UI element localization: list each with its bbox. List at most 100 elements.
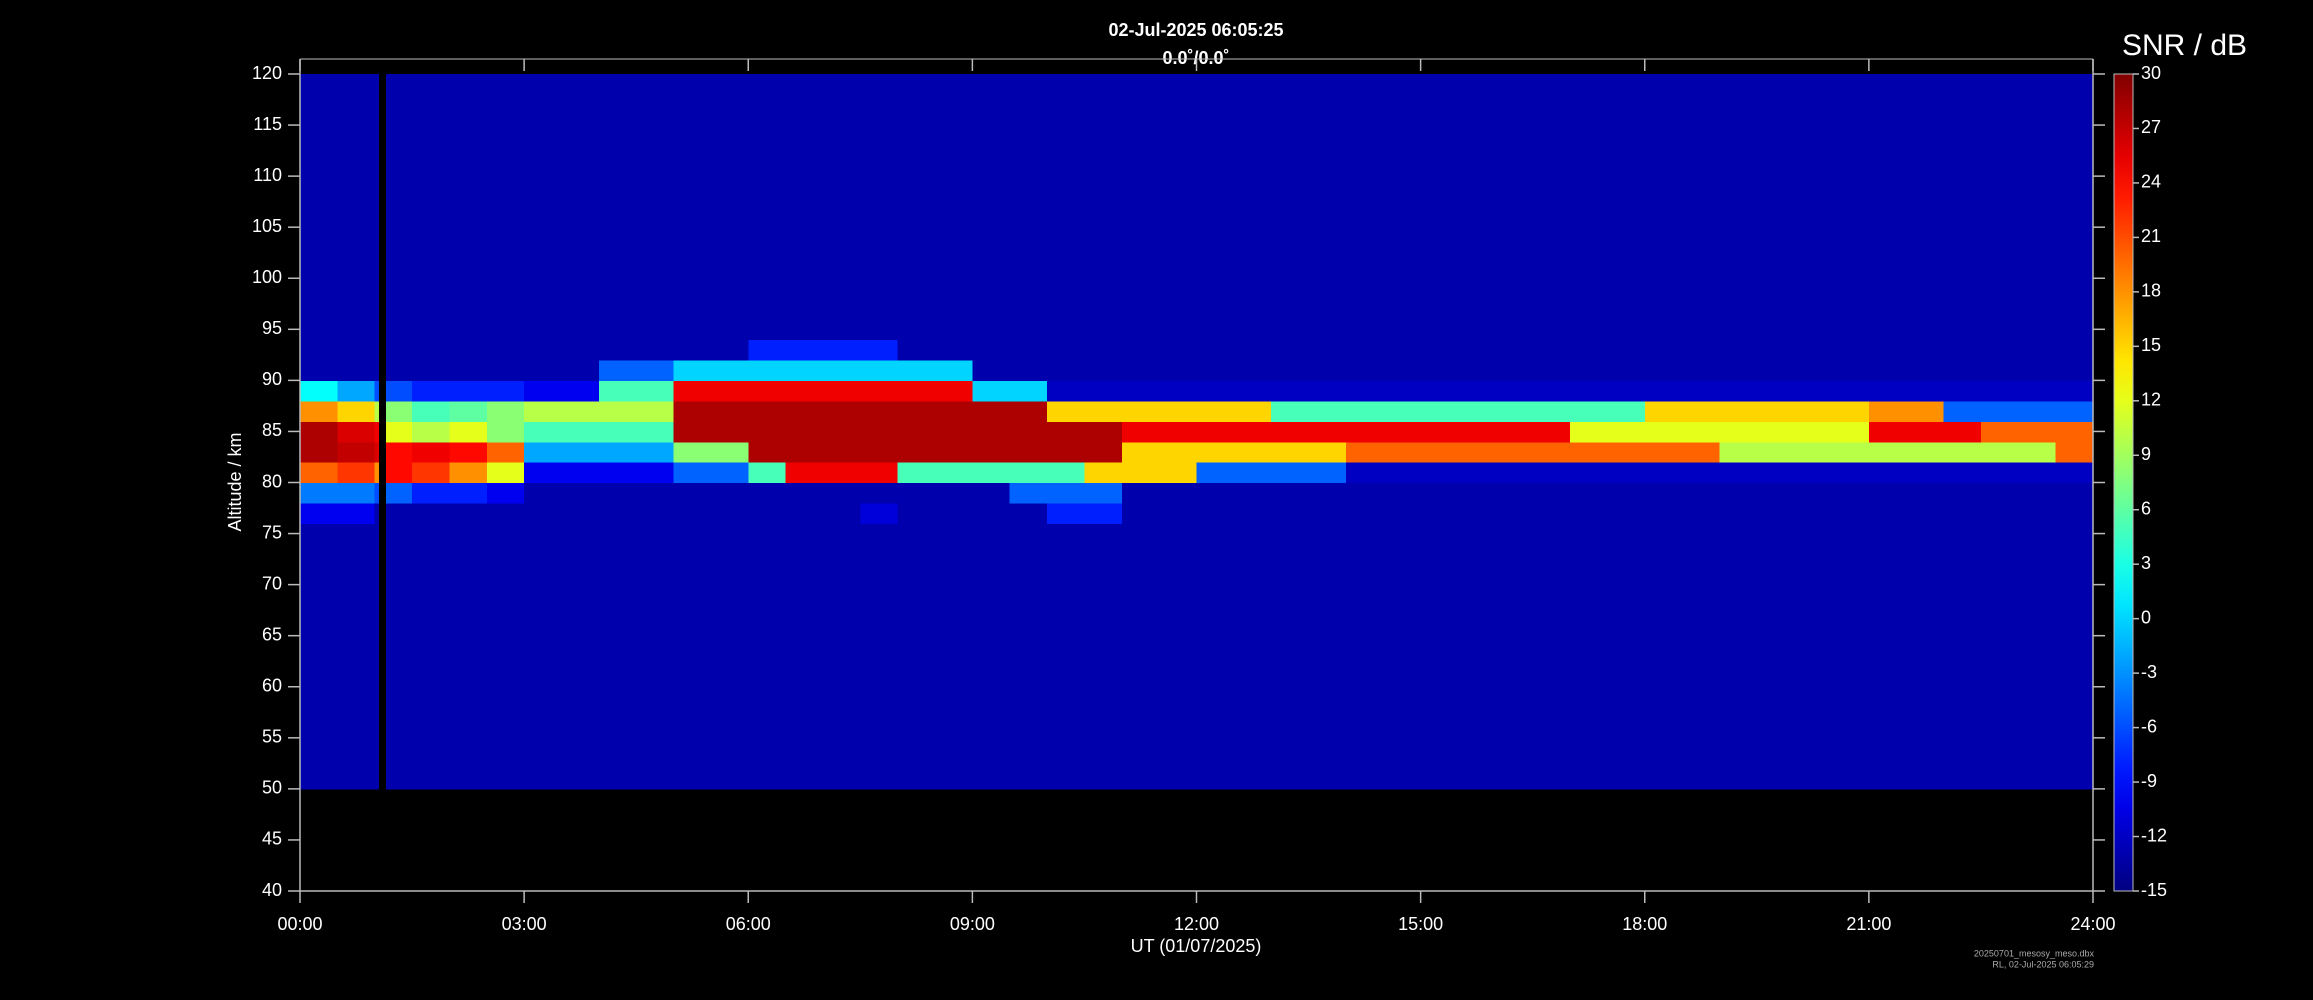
- heat-cell: [935, 339, 973, 361]
- heat-cell: [486, 421, 525, 443]
- heat-cell: [1607, 74, 1646, 341]
- heat-cell: [449, 380, 488, 402]
- chart-subtitle: 0.0˚/0.0˚: [1162, 48, 1229, 68]
- heat-cell: [860, 441, 899, 463]
- heat-cell: [748, 339, 787, 361]
- heat-cell: [897, 359, 936, 381]
- heat-cell: [972, 462, 1011, 484]
- heat-cell: [374, 421, 380, 443]
- heat-cell: [1084, 523, 1123, 790]
- y-tick-label: 55: [262, 727, 282, 747]
- heat-cell: [1719, 441, 1758, 463]
- heat-cell: [1196, 359, 1235, 381]
- y-tick-label: 100: [252, 267, 282, 287]
- heat-cell: [935, 441, 973, 463]
- y-tick-label: 90: [262, 369, 282, 389]
- heat-cell: [1009, 421, 1048, 443]
- heat-cell: [449, 359, 488, 381]
- heat-cell: [2018, 502, 2057, 524]
- heat-cell: [2055, 421, 2094, 443]
- heat-cell: [385, 380, 413, 402]
- heat-cell: [561, 339, 600, 361]
- heat-cell: [673, 441, 712, 463]
- heat-cell: [1009, 400, 1048, 422]
- heat-cell: [785, 502, 824, 524]
- heat-cell: [1233, 339, 1272, 361]
- y-tick-label: 95: [262, 318, 282, 338]
- heat-cell: [524, 421, 563, 443]
- heat-cell: [1980, 441, 2019, 463]
- heat-cell: [412, 400, 451, 422]
- heat-cell: [337, 502, 376, 524]
- heat-cell: [2018, 482, 2057, 504]
- heat-cell: [1682, 441, 1721, 463]
- heat-cell: [860, 400, 899, 422]
- colorbar-tick-label: 9: [2141, 444, 2151, 464]
- heat-cell: [1682, 523, 1721, 790]
- heat-cell: [1719, 482, 1758, 504]
- heat-cell: [1756, 421, 1795, 443]
- heat-cell: [1196, 421, 1235, 443]
- heat-cell: [1047, 400, 1086, 422]
- heat-cell: [486, 502, 525, 524]
- heat-cell: [598, 339, 637, 361]
- heat-cell: [897, 482, 936, 504]
- heat-cell: [673, 462, 712, 484]
- x-tick-label: 00:00: [277, 914, 322, 934]
- heat-cell: [1607, 359, 1646, 381]
- heat-cell: [1831, 421, 1870, 443]
- x-tick-label: 12:00: [1174, 914, 1219, 934]
- heat-cell: [337, 359, 376, 381]
- heat-cell: [1121, 523, 1160, 790]
- heat-cell: [1831, 74, 1870, 341]
- heat-cell: [1943, 380, 1982, 402]
- heat-cell: [748, 462, 787, 484]
- heat-cell: [1756, 400, 1795, 422]
- heat-cell: [374, 502, 380, 524]
- heat-cell: [385, 462, 413, 484]
- heat-cell: [1121, 421, 1160, 443]
- heat-cell: [374, 400, 380, 422]
- heat-cell: [1607, 523, 1646, 790]
- heat-cell: [1943, 400, 1982, 422]
- heat-cell: [1271, 523, 1310, 790]
- heat-cell: [1308, 74, 1347, 341]
- heat-cell: [1196, 339, 1235, 361]
- heat-cell: [1980, 400, 2019, 422]
- heat-cell: [1420, 400, 1459, 422]
- heat-cell: [1682, 502, 1721, 524]
- heat-cell: [1906, 462, 1945, 484]
- x-axis-label: UT (01/07/2025): [1131, 936, 1262, 956]
- heat-cell: [897, 441, 936, 463]
- heat-cell: [1943, 74, 1982, 341]
- heat-cell: [935, 380, 973, 402]
- heat-cell: [1682, 339, 1721, 361]
- heat-cell: [2055, 523, 2094, 790]
- heat-cell: [1047, 380, 1086, 402]
- heat-cell: [374, 339, 380, 361]
- heat-cell: [2055, 502, 2094, 524]
- heat-cell: [1009, 482, 1048, 504]
- heat-cell: [1495, 74, 1534, 341]
- heat-cell: [785, 523, 824, 790]
- heat-cell: [1084, 421, 1123, 443]
- heat-cell: [374, 380, 380, 402]
- heat-cell: [1009, 502, 1048, 524]
- heat-cell: [385, 74, 413, 341]
- heat-cell: [785, 74, 824, 341]
- heat-cell: [1682, 482, 1721, 504]
- heat-cell: [710, 421, 749, 443]
- heat-cell: [1831, 462, 1870, 484]
- heat-cell: [1495, 380, 1534, 402]
- heat-cell: [561, 482, 600, 504]
- heat-cell: [1719, 339, 1758, 361]
- heat-cell: [337, 380, 376, 402]
- heat-cell: [2018, 74, 2057, 341]
- heat-cell: [748, 441, 787, 463]
- heat-cell: [374, 523, 380, 790]
- y-tick-label: 115: [253, 114, 282, 134]
- heat-cell: [1644, 339, 1683, 361]
- heat-cell: [486, 523, 525, 790]
- colorbar-tick-label: 27: [2141, 117, 2161, 137]
- heat-cell: [1570, 523, 1608, 790]
